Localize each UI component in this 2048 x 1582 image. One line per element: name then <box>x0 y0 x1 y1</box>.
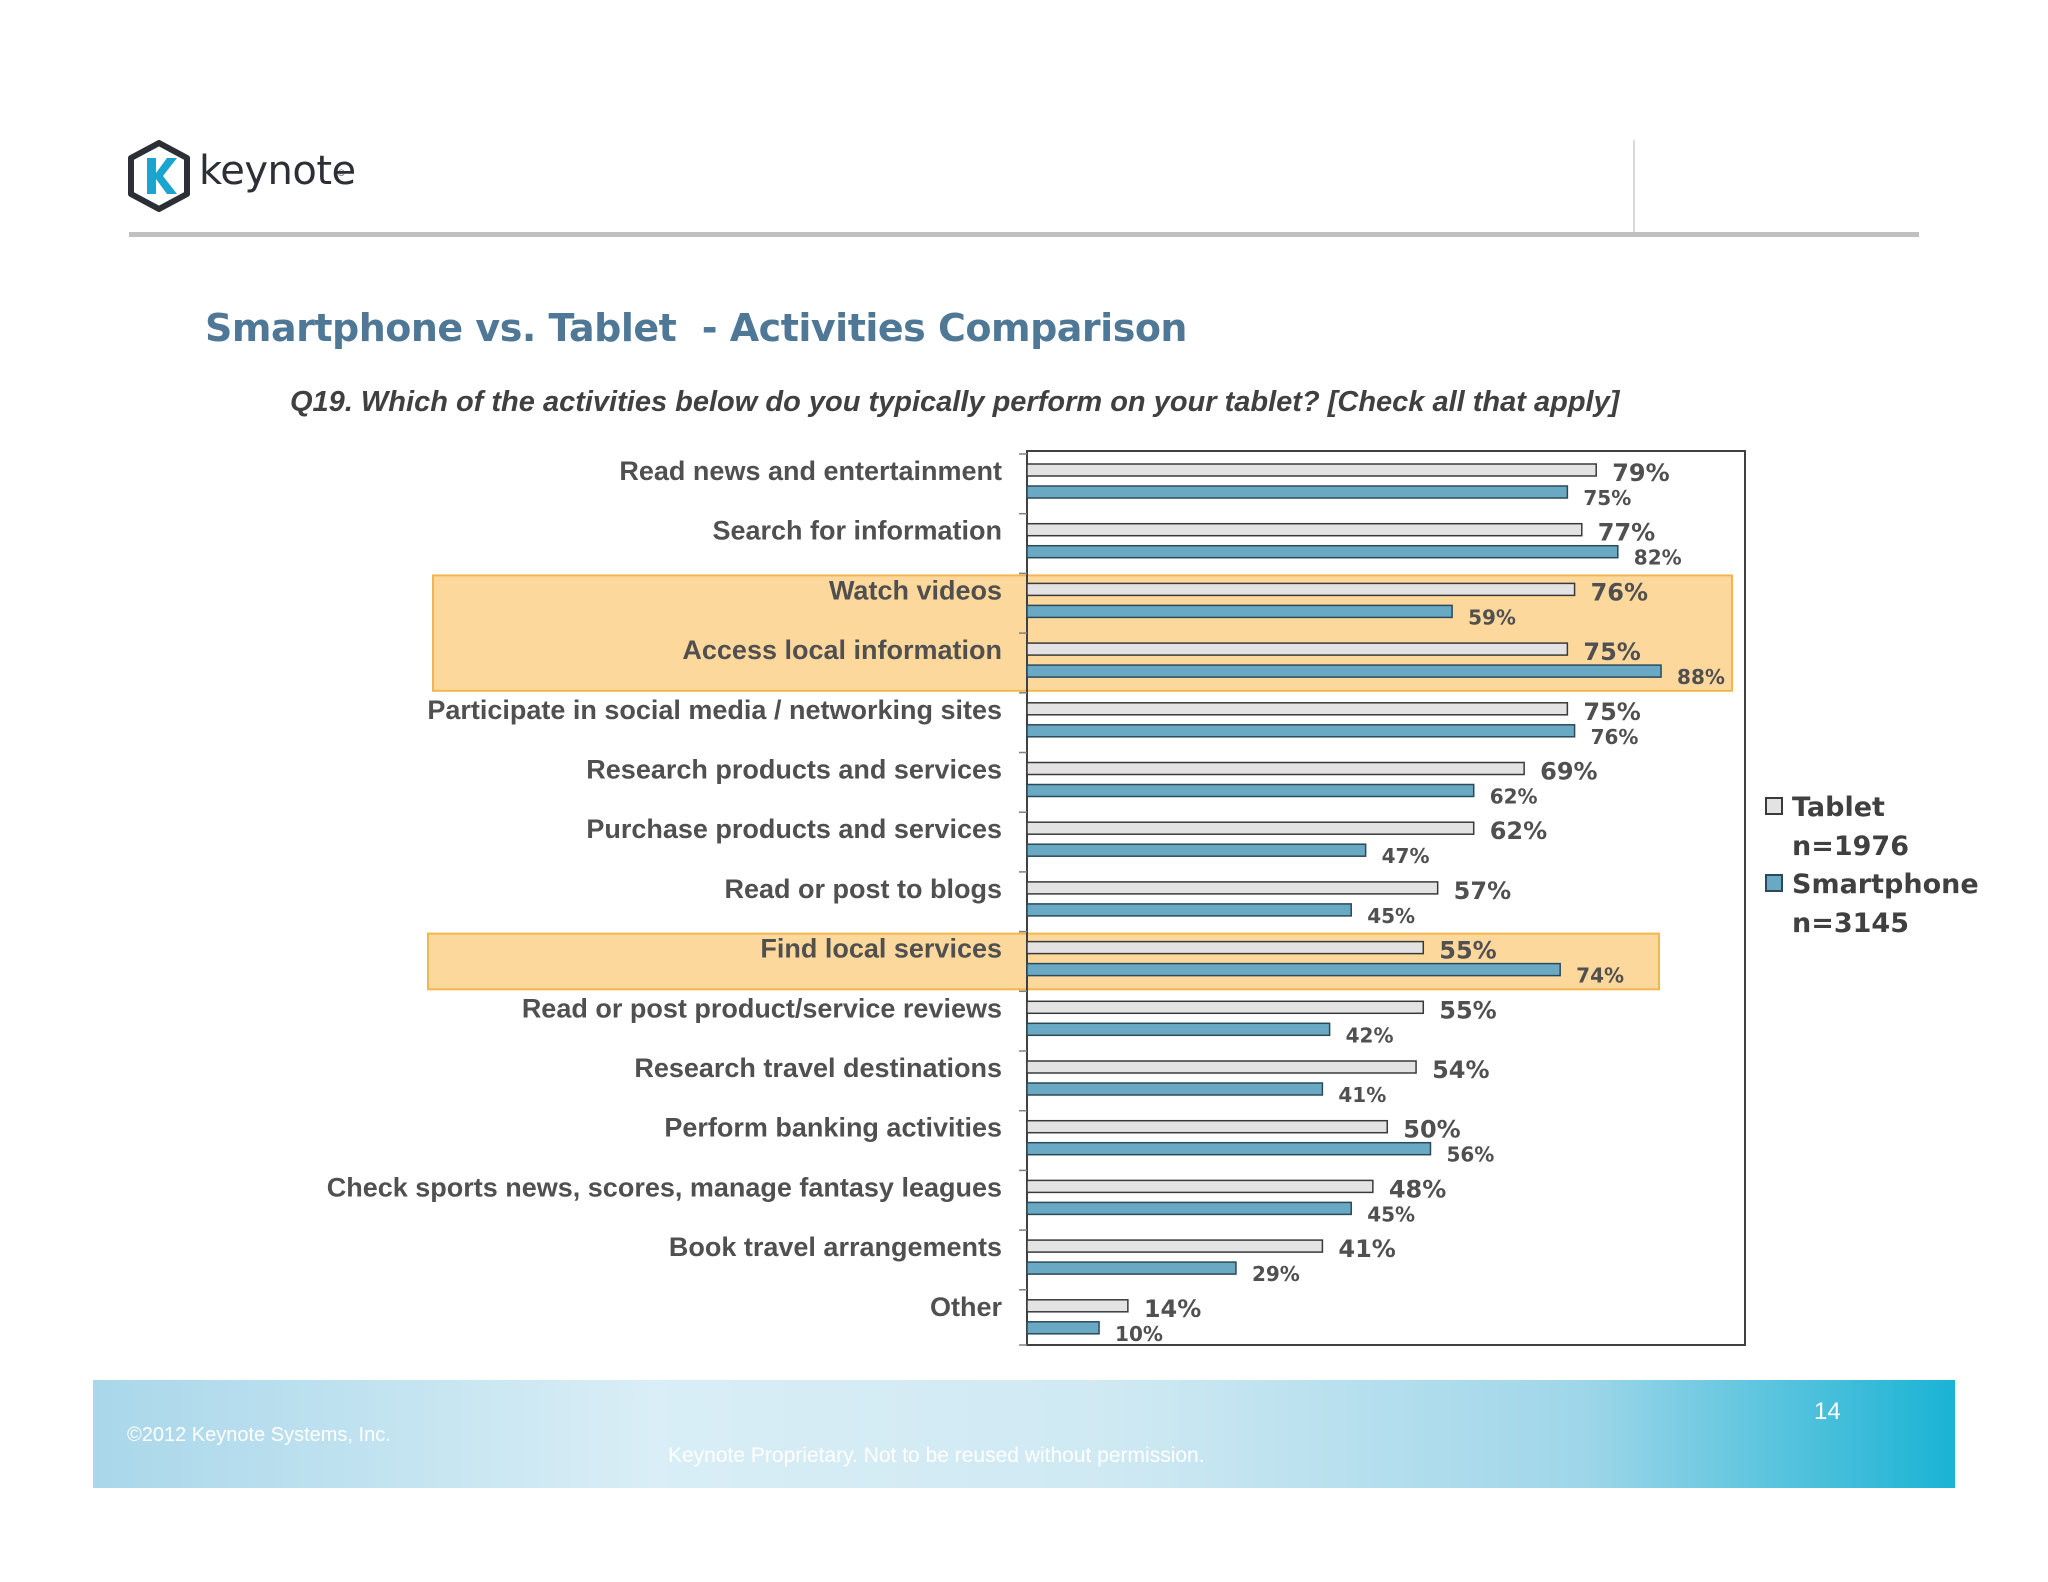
category-label: Read news and entertainment <box>619 456 1002 486</box>
category-label: Purchase products and services <box>586 814 1002 844</box>
smartphone-bar <box>1026 843 1367 857</box>
smartphone-bar <box>1026 903 1352 917</box>
category-label: Perform banking activities <box>664 1113 1002 1143</box>
footer-copyright: ©2012 Keynote Systems, Inc. <box>127 1424 391 1446</box>
tablet-bar <box>1026 1299 1129 1313</box>
category-label: Watch videos <box>829 575 1002 605</box>
tablet-value-label: 75% <box>1583 638 1640 666</box>
footer-band <box>93 1380 1955 1488</box>
tablet-bar <box>1026 940 1425 955</box>
smartphone-bar <box>1026 1141 1432 1156</box>
smartphone-value-label: 42% <box>1346 1023 1394 1047</box>
legend-swatch-tablet <box>1765 797 1783 815</box>
category-label: Check sports news, scores, manage fantas… <box>327 1172 1002 1202</box>
tablet-bar <box>1026 1000 1425 1015</box>
smartphone-bar <box>1026 544 1619 559</box>
smartphone-value-label: 88% <box>1677 665 1725 689</box>
tablet-bar <box>1026 1119 1388 1134</box>
smartphone-bar <box>1026 783 1475 798</box>
keynote-logo-icon <box>128 140 190 212</box>
tablet-value-label: 14% <box>1144 1295 1201 1323</box>
smartphone-value-label: 56% <box>1446 1143 1494 1167</box>
category-label: Research products and services <box>586 755 1002 785</box>
tablet-bar <box>1026 1239 1324 1253</box>
smartphone-value-label: 76% <box>1591 725 1639 749</box>
tablet-value-label: 69% <box>1540 758 1597 786</box>
tablet-value-label: 55% <box>1439 996 1496 1024</box>
logo-registered-mark: ® <box>338 168 345 178</box>
smartphone-value-label: 41% <box>1338 1083 1386 1107</box>
legend-swatch-smartphone <box>1765 874 1783 892</box>
tablet-bar <box>1026 642 1569 656</box>
tablet-value-label: 76% <box>1591 578 1648 606</box>
tablet-value-label: 77% <box>1598 519 1655 547</box>
category-label: Access local information <box>682 635 1002 665</box>
tablet-bar <box>1026 522 1583 537</box>
smartphone-value-label: 75% <box>1583 486 1631 510</box>
tablet-value-label: 57% <box>1454 877 1511 905</box>
category-label: Read or post product/service reviews <box>522 993 1002 1023</box>
smartphone-bar <box>1026 1022 1331 1037</box>
smartphone-bar <box>1026 1082 1324 1096</box>
plot-area-frame <box>1026 450 1746 1346</box>
category-label: Book travel arrangements <box>669 1232 1002 1262</box>
legend-sample-size: n=3145 <box>1792 908 1909 939</box>
tablet-value-label: 62% <box>1490 817 1547 845</box>
category-label: Search for information <box>712 516 1002 546</box>
tablet-bar <box>1026 702 1569 716</box>
smartphone-value-label: 29% <box>1252 1262 1300 1286</box>
smartphone-bar <box>1026 1321 1100 1335</box>
smartphone-value-label: 59% <box>1468 605 1516 629</box>
smartphone-bar <box>1026 485 1569 499</box>
smartphone-value-label: 10% <box>1115 1322 1163 1346</box>
smartphone-bar <box>1026 604 1453 619</box>
tablet-value-label: 41% <box>1338 1235 1395 1263</box>
smartphone-value-label: 47% <box>1382 844 1430 868</box>
tablet-bar <box>1026 1060 1417 1074</box>
smartphone-value-label: 62% <box>1490 785 1538 809</box>
tablet-value-label: 79% <box>1612 459 1669 487</box>
legend-label: Smartphone <box>1792 869 1979 900</box>
survey-question: Q19. Which of the activities below do yo… <box>290 386 1620 418</box>
smartphone-bar <box>1026 724 1576 738</box>
activities-bar-chart: Read news and entertainment 79%75%Search … <box>327 450 1979 1346</box>
tablet-value-label: 48% <box>1389 1175 1446 1203</box>
tablet-bar <box>1026 821 1475 835</box>
logo-wordmark: keynote <box>199 148 356 194</box>
footer-proprietary-notice: Keynote Proprietary. Not to be reused wi… <box>668 1444 1205 1467</box>
tablet-bar <box>1026 463 1597 477</box>
category-label: Research travel destinations <box>634 1053 1002 1083</box>
smartphone-value-label: 74% <box>1576 964 1624 988</box>
legend-label: Tablet <box>1792 792 1885 823</box>
tablet-value-label: 54% <box>1432 1056 1489 1084</box>
category-label: Find local services <box>760 934 1002 964</box>
tablet-bar <box>1026 761 1525 776</box>
smartphone-bar <box>1026 1261 1237 1275</box>
tablet-value-label: 50% <box>1403 1116 1460 1144</box>
legend-sample-size: n=1976 <box>1792 831 1909 862</box>
category-label: Other <box>930 1292 1003 1322</box>
smartphone-bar <box>1026 664 1662 678</box>
category-label: Participate in social media / networking… <box>427 695 1002 725</box>
smartphone-bar <box>1026 1201 1352 1216</box>
tablet-value-label: 75% <box>1583 698 1640 726</box>
page-number: 14 <box>1814 1398 1841 1425</box>
header-divider <box>129 232 1919 237</box>
slide-title: Smartphone vs. Tablet - Activities Compa… <box>205 306 1187 350</box>
tablet-bar <box>1026 881 1439 895</box>
tablet-bar <box>1026 1179 1374 1194</box>
tablet-value-label: 55% <box>1439 937 1496 965</box>
category-label: Read or post to blogs <box>724 874 1002 904</box>
tablet-bar <box>1026 582 1576 597</box>
smartphone-value-label: 45% <box>1367 1202 1415 1226</box>
smartphone-bar <box>1026 962 1561 977</box>
smartphone-value-label: 82% <box>1634 546 1682 570</box>
keynote-logo: keynote <box>127 140 367 212</box>
smartphone-value-label: 45% <box>1367 904 1415 928</box>
header-divider-vertical <box>1633 140 1635 232</box>
